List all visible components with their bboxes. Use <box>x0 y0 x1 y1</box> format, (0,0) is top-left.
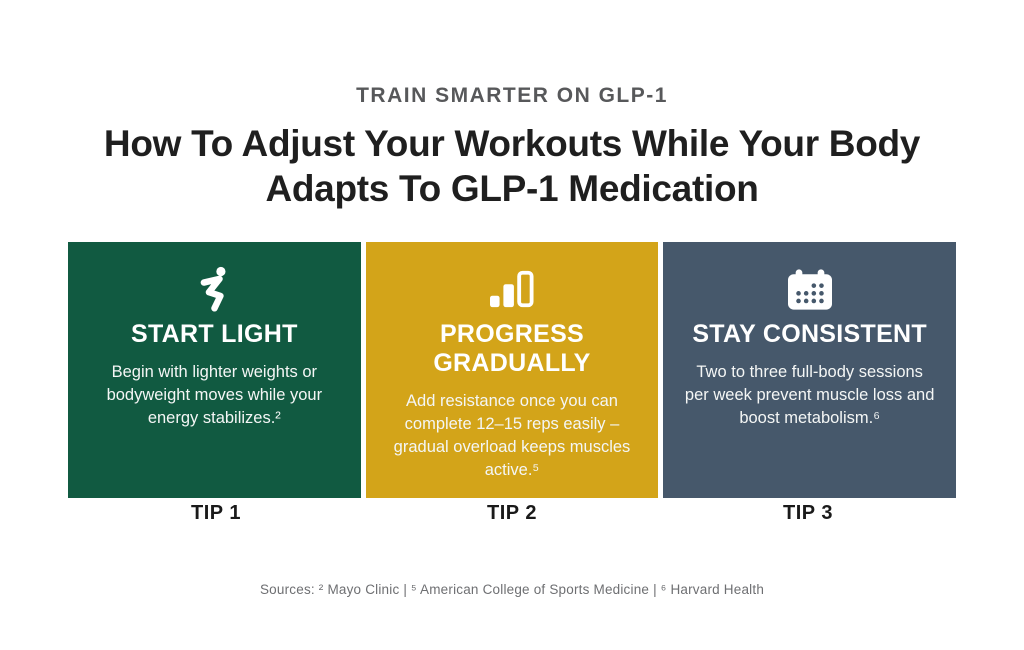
card-title: PROGRESS GRADUALLY <box>433 320 591 377</box>
page-title: How To Adjust Your Workouts While Your B… <box>0 121 1024 211</box>
card-body: Begin with lighter weights or bodyweight… <box>106 363 323 427</box>
tip-3-label: TIP 3 <box>783 502 833 524</box>
calendar-icon <box>787 266 832 312</box>
card-title: START LIGHT <box>130 320 298 348</box>
card-start-light: START LIGHT Begin with lighter weights o… <box>68 242 361 498</box>
card-title: STAY CONSISTENT <box>692 320 927 348</box>
tip-labels-row: TIP 1 TIP 2 TIP 3 <box>68 502 956 525</box>
tip-cards: START LIGHT Begin with lighter weights o… <box>68 242 956 498</box>
page-title-line-2: Adapts To GLP-1 Medication <box>265 168 759 209</box>
tip-2-label: TIP 2 <box>487 502 537 524</box>
tip-1-label: TIP 1 <box>191 502 241 524</box>
card-stay-consistent: STAY CONSISTENT Two to three full-body s… <box>663 242 956 498</box>
squat-figure-icon <box>195 266 233 312</box>
bar-chart-icon <box>489 266 534 312</box>
eyebrow-heading: TRAIN SMARTER ON GLP-1 <box>356 84 668 107</box>
page-title-line-1: How To Adjust Your Workouts While Your B… <box>103 123 921 164</box>
card-body: Add resistance once you can complete 12–… <box>393 392 631 479</box>
sources-footer: Sources: ² Mayo Clinic | ⁵ American Coll… <box>259 582 765 597</box>
card-body: Two to three full-body sessions per week… <box>684 363 935 427</box>
card-progress-gradually: PROGRESS GRADUALLY Add resistance once y… <box>365 242 659 498</box>
